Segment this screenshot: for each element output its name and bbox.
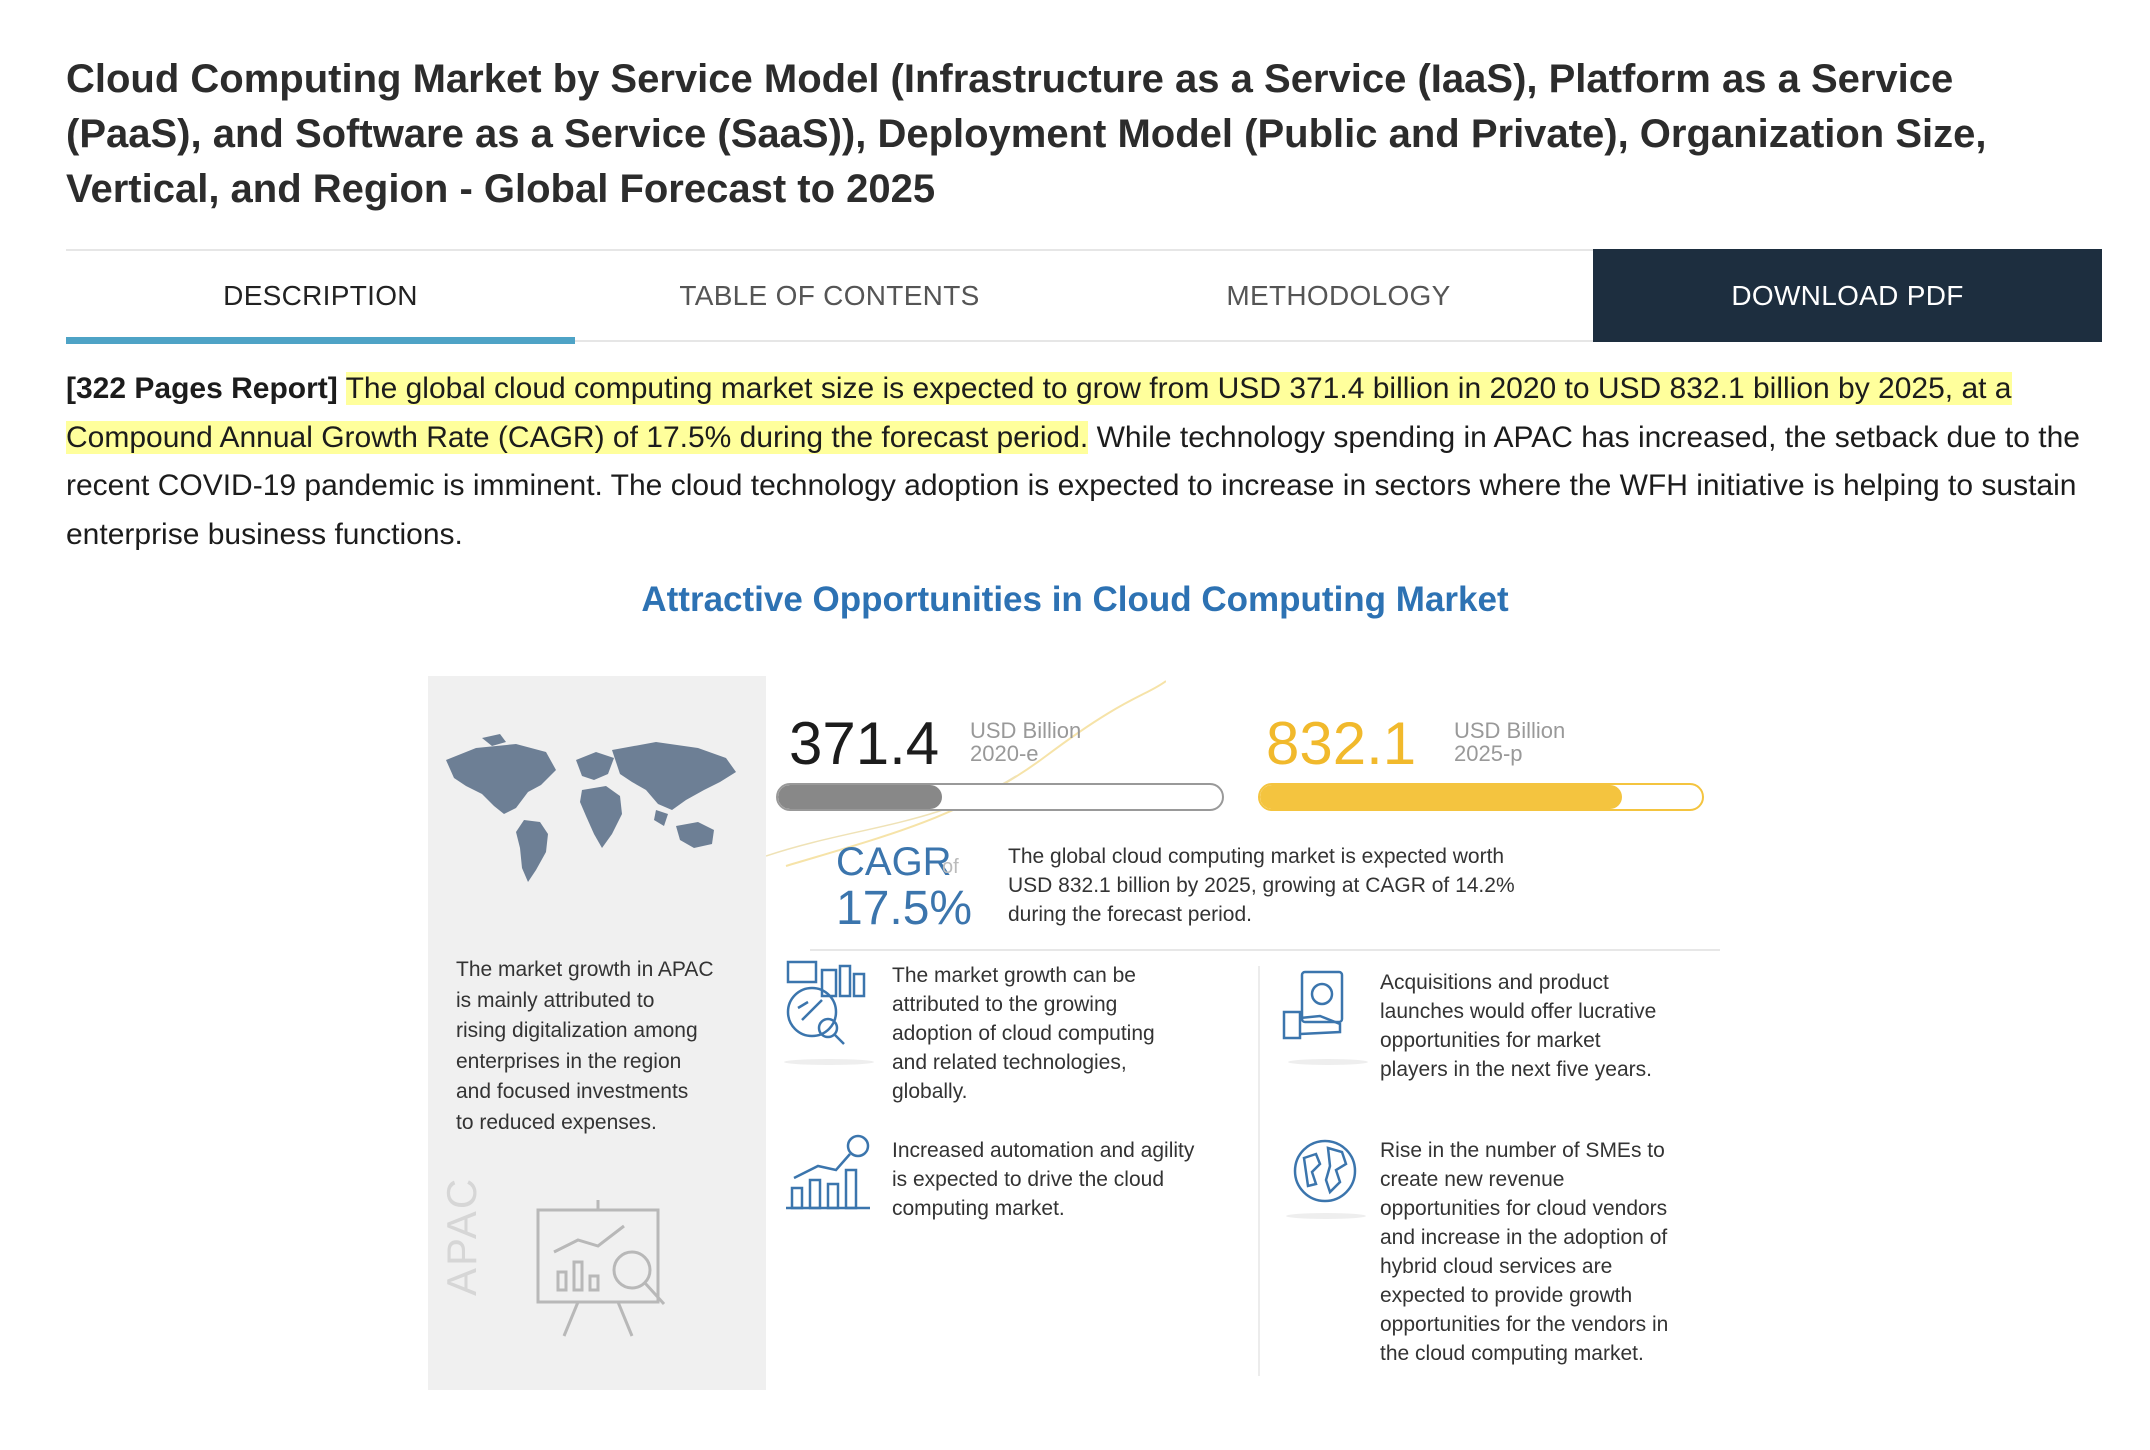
point-automation: Increased automation and agility is expe… — [892, 1136, 1252, 1223]
world-map-icon — [446, 734, 736, 882]
icon-shadow — [1286, 1213, 1366, 1219]
apac-text-line: enterprises in the region — [456, 1049, 682, 1073]
icon-shadow — [1288, 1059, 1368, 1065]
point-text-line: the cloud computing market. — [1380, 1342, 1644, 1365]
value-2025-unit: USD Billion — [1454, 718, 1566, 743]
point-text-line: The market growth can be — [892, 964, 1136, 987]
point-text-line: launches would offer lucrative — [1380, 1000, 1657, 1023]
progress-fill-2020 — [778, 785, 943, 809]
acquisition-money-icon — [1282, 970, 1344, 1040]
value-2020-year: 2020-e — [970, 741, 1039, 766]
apac-text-line: rising digitalization among — [456, 1019, 698, 1042]
point-text-line: opportunities for market — [1380, 1029, 1601, 1052]
report-pages-tag: [322 Pages Report] — [66, 372, 338, 405]
infographic-title: Attractive Opportunities in Cloud Comput… — [641, 580, 1509, 619]
point-text-line: attributed to the growing — [892, 993, 1118, 1016]
cagr-text-line: The global cloud computing market is exp… — [1008, 845, 1505, 868]
apac-text-line: is mainly attributed to — [456, 988, 655, 1012]
growth-chart-icon — [786, 1134, 870, 1210]
point-text-line: computing market. — [892, 1197, 1065, 1220]
progress-fill-2025 — [1260, 785, 1623, 809]
point-text-line: and related technologies, — [892, 1051, 1127, 1074]
value-2020-unit: USD Billion — [970, 718, 1082, 743]
report-tabs: DESCRIPTION TABLE OF CONTENTS METHODOLOG… — [66, 249, 2102, 344]
progress-bar-2025 — [1258, 783, 1704, 811]
apac-text-line: to reduced expenses. — [456, 1110, 657, 1134]
point-acquisitions: Acquisitions and product launches would … — [1380, 968, 1740, 1084]
analytics-board-icon — [536, 1200, 666, 1337]
point-text-line: players in the next five years. — [1380, 1058, 1652, 1081]
point-text-line: expected to provide growth — [1380, 1284, 1633, 1307]
point-text-line: Acquisitions and product — [1380, 971, 1609, 994]
apac-description: The market growth in APAC is mainly attr… — [456, 955, 756, 1138]
point-text-line: globally. — [892, 1080, 968, 1103]
value-2025: 832.1 — [1266, 710, 1417, 777]
download-pdf-button[interactable]: DOWNLOAD PDF — [1593, 249, 2102, 342]
point-smes: Rise in the number of SMEs to create new… — [1380, 1136, 1740, 1368]
cagr-value: 17.5% — [836, 882, 973, 935]
cagr-of: of — [942, 856, 959, 878]
value-2025-year: 2025-p — [1454, 741, 1523, 766]
progress-bar-2020 — [776, 783, 1224, 811]
apac-text-line: The market growth in APAC — [456, 958, 714, 981]
cagr-label: CAGR — [836, 840, 952, 884]
divider — [810, 949, 1720, 951]
cagr-text-line: during the forecast period. — [1008, 903, 1252, 926]
point-text-line: Increased automation and agility — [892, 1139, 1195, 1162]
infographic: The market growth in APAC is mainly attr… — [428, 676, 1735, 1390]
description-text: While technology spending in APAC has in… — [66, 420, 2080, 551]
tab-table-of-contents[interactable]: TABLE OF CONTENTS — [679, 279, 980, 311]
point-cloud-adoption: The market growth can be attributed to t… — [892, 961, 1252, 1106]
apac-panel: The market growth in APAC is mainly attr… — [428, 676, 766, 1390]
apac-text-line: and focused investments — [456, 1080, 689, 1103]
value-2020: 371.4 — [789, 710, 940, 777]
point-text-line: hybrid cloud services are — [1380, 1255, 1613, 1278]
icon-shadow — [784, 1059, 874, 1065]
globe-icon — [1293, 1139, 1357, 1203]
tab-description[interactable]: DESCRIPTION — [66, 251, 575, 344]
divider — [1258, 966, 1260, 1376]
tab-methodology[interactable]: METHODOLOGY — [1226, 279, 1451, 311]
page-title: Cloud Computing Market by Service Model … — [66, 57, 1987, 211]
apac-label: APAC — [438, 1176, 485, 1296]
point-text-line: Rise in the number of SMEs to — [1380, 1139, 1665, 1162]
point-text-line: is expected to drive the cloud — [892, 1168, 1164, 1191]
point-text-line: and increase in the adoption of — [1380, 1226, 1668, 1249]
cagr-text-line: USD 832.1 billion by 2025, growing at CA… — [1008, 874, 1515, 897]
point-text-line: opportunities for cloud vendors — [1380, 1197, 1668, 1220]
point-text-line: opportunities for the vendors in — [1380, 1313, 1669, 1336]
report-description: [322 Pages Report] The global cloud comp… — [66, 365, 2106, 559]
cagr-description: The global cloud computing market is exp… — [1008, 842, 1628, 929]
growth-analytics-icon — [786, 960, 866, 1045]
point-text-line: adoption of cloud computing — [892, 1022, 1155, 1045]
point-text-line: create new revenue — [1380, 1168, 1565, 1191]
